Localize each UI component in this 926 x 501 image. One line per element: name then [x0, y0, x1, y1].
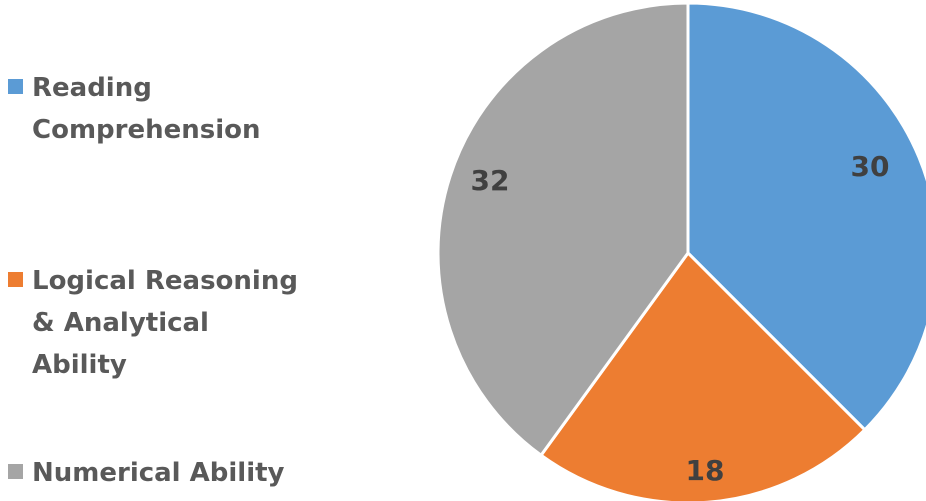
legend-label-numerical-ability: Numerical Ability — [32, 458, 285, 488]
data-label-logical-reasoning-analytical-ability: 18 — [686, 454, 725, 487]
legend-swatch-numerical-ability — [8, 464, 23, 479]
legend-label-reading-comprehension: Reading Comprehension — [32, 73, 261, 145]
legend-swatch-logical-reasoning — [8, 272, 23, 287]
data-label-numerical-ability: 32 — [471, 164, 510, 197]
legend-label-logical-reasoning: Logical Reasoning & Analytical Ability — [32, 266, 298, 380]
pie-slice-numerical-ability — [436, 1, 690, 458]
legend-item-numerical-ability: Numerical Ability — [8, 452, 322, 494]
pie-slice-reading-comprehension — [686, 1, 926, 432]
legend-swatch-reading-comprehension — [8, 79, 23, 94]
pie-slice-logical-reasoning-analytical-ability — [538, 250, 867, 501]
chart-legend: Reading Comprehension Logical Reasoning … — [8, 0, 338, 501]
legend-item-logical-reasoning: Logical Reasoning & Analytical Ability — [8, 260, 322, 386]
data-label-reading-comprehension: 30 — [851, 150, 890, 183]
legend-item-reading-comprehension: Reading Comprehension — [8, 67, 322, 151]
